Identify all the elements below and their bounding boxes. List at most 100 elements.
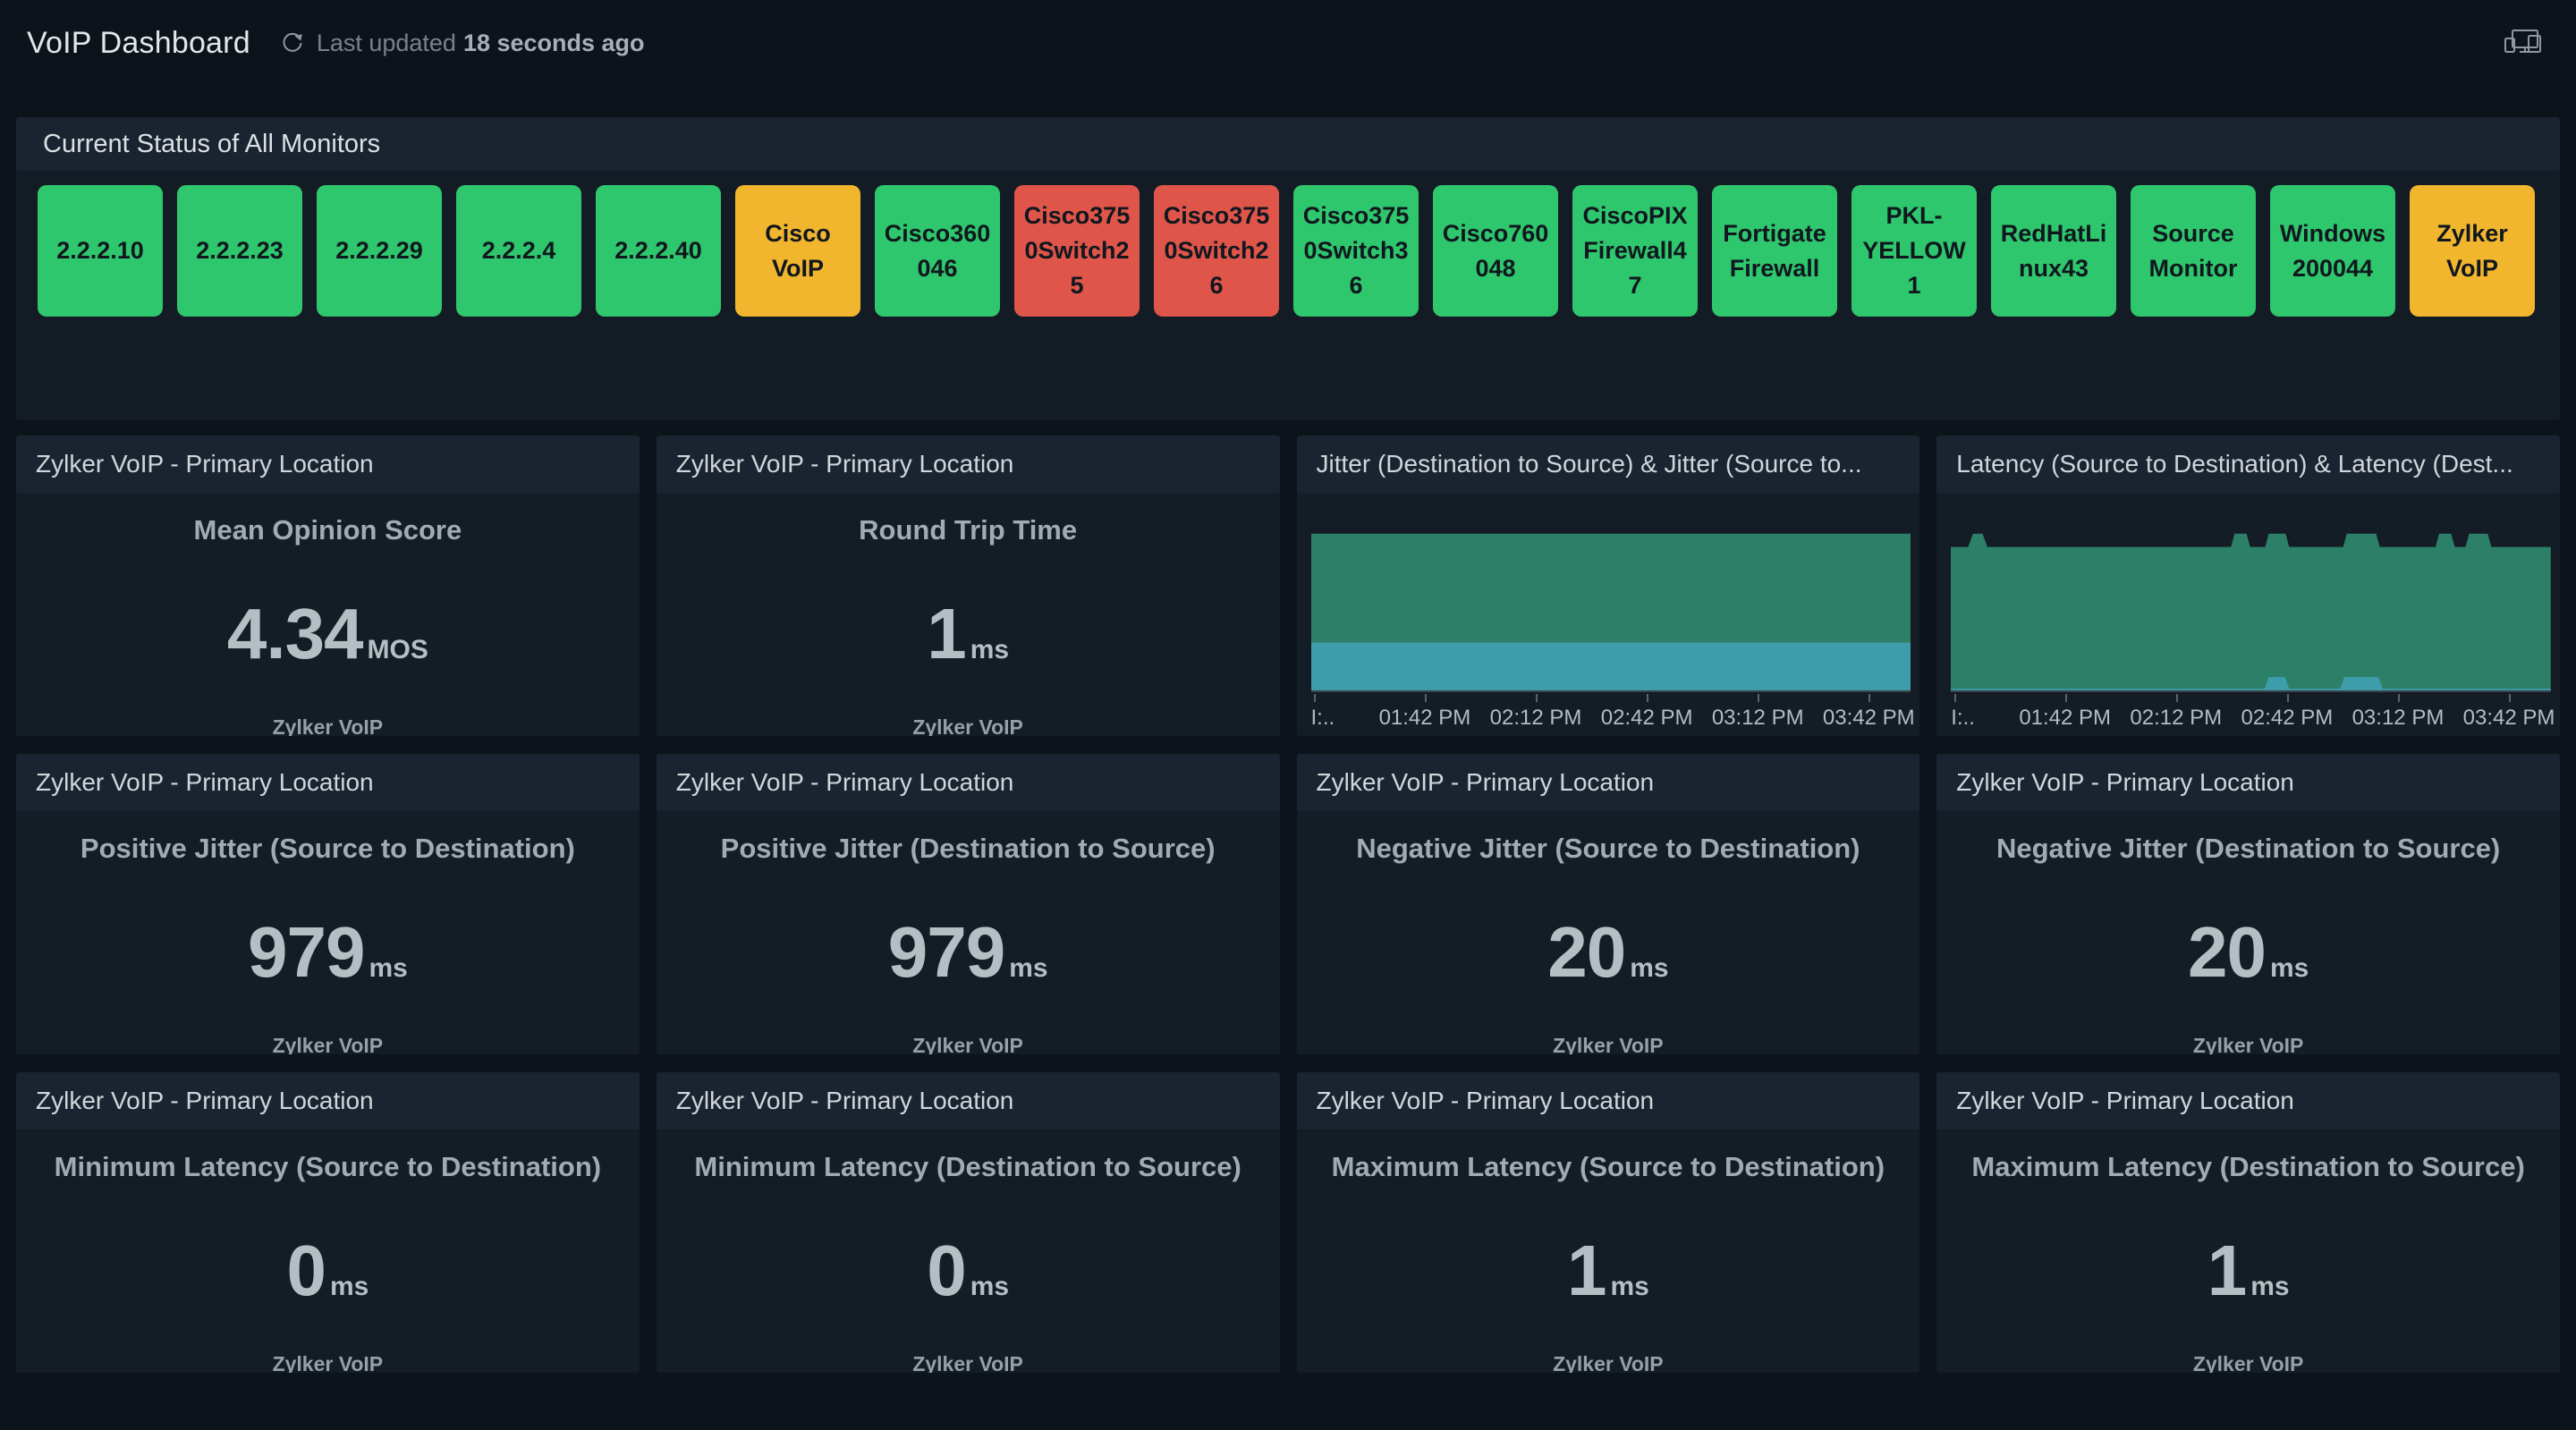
status-tile[interactable]: Cisco VoIP — [735, 185, 860, 317]
metric-value: 20 ms — [1936, 917, 2560, 988]
metric-value: 979 ms — [16, 917, 640, 988]
card-body: Positive Jitter (Source to Destination) … — [16, 833, 640, 1054]
panel-header: Current Status of All Monitors — [16, 117, 2560, 171]
card-round-trip-time: Zylker VoIP - Primary Location Round Tri… — [656, 436, 1280, 736]
x-axis: I:.. 01:42 PM 02:12 PM 02:42 PM 03:12 PM 03:4… — [1951, 694, 2555, 732]
metric-title: Minimum Latency (Destination to Source) — [694, 1151, 1241, 1182]
metric-unit: ms — [1630, 953, 1669, 983]
card-header: Zylker VoIP - Primary Location — [656, 1072, 1280, 1130]
display-view-button[interactable] — [2499, 23, 2549, 63]
card-max-latency-dst-src: Zylker VoIP - Primary Location Maximum L… — [1936, 1072, 2560, 1373]
area-series — [1951, 677, 2551, 690]
status-tile[interactable]: Cisco3750Switch36 — [1293, 185, 1419, 317]
status-tile[interactable]: Windows 200044 — [2270, 185, 2395, 317]
status-tile[interactable]: Source Monitor — [2131, 185, 2256, 317]
metric-title: Mean Opinion Score — [193, 514, 462, 546]
metric-number: 0 — [286, 1231, 326, 1310]
metric-footer-monitor: Zylker VoIP — [272, 1352, 384, 1373]
card-header: Zylker VoIP - Primary Location — [656, 754, 1280, 811]
card-body: Maximum Latency (Source to Destination) … — [1297, 1151, 1920, 1373]
card-body: Maximum Latency (Destination to Source) … — [1936, 1151, 2560, 1373]
card-body: Round Trip Time 1 ms Zylker VoIP — [657, 514, 1280, 736]
x-axis-label: I:.. — [1951, 706, 1975, 730]
metric-number: 1 — [2207, 1231, 2247, 1310]
x-axis: I:.. 01:42 PM 02:12 PM 02:42 PM 03:12 PM 03:4… — [1310, 694, 1915, 732]
card-body: I:.. 01:42 PM 02:12 PM 02:42 PM 03:12 PM 03:4… — [1936, 493, 2560, 736]
status-tile[interactable]: Zylker VoIP — [2410, 185, 2535, 317]
metric-unit: ms — [2269, 953, 2309, 983]
card-header: Latency (Source to Destination) & Latenc… — [1936, 436, 2560, 493]
metric-value: 979 ms — [657, 917, 1280, 988]
x-axis-tick — [1758, 694, 1760, 702]
status-tile[interactable]: 2.2.2.29 — [317, 185, 442, 317]
card-header: Zylker VoIP - Primary Location — [1936, 1072, 2560, 1130]
metric-title: Round Trip Time — [859, 514, 1078, 546]
x-axis-tick — [1868, 694, 1871, 702]
x-axis-tick — [1953, 694, 1956, 702]
metric-value: 1 ms — [1936, 1235, 2560, 1307]
latency-area-chart[interactable] — [1951, 500, 2551, 692]
last-updated: Last updated 18 seconds ago — [317, 30, 645, 57]
card-negative-jitter-dst-src: Zylker VoIP - Primary Location Negative … — [1936, 754, 2560, 1054]
card-body: Negative Jitter (Source to Destination) … — [1297, 833, 1920, 1054]
status-tile[interactable]: Cisco360046 — [875, 185, 1000, 317]
metric-unit: MOS — [367, 635, 428, 664]
card-max-latency-src-dst: Zylker VoIP - Primary Location Maximum L… — [1296, 1072, 1920, 1373]
jitter-area-chart[interactable] — [1310, 500, 1911, 692]
metric-unit: ms — [970, 635, 1010, 664]
status-tile[interactable]: Cisco3750Switch25 — [1014, 185, 1140, 317]
status-tile[interactable]: Fortigate Firewall — [1712, 185, 1837, 317]
status-tiles: 2.2.2.10 2.2.2.23 2.2.2.29 2.2.2.4 2.2.2.40 C… — [16, 171, 2560, 329]
card-header: Zylker VoIP - Primary Location — [656, 436, 1280, 493]
status-tile[interactable]: 2.2.2.23 — [177, 185, 302, 317]
metric-number: 979 — [247, 912, 365, 992]
dashboard-grid: Zylker VoIP - Primary Location Mean Opin… — [16, 436, 2560, 1373]
x-axis-tick — [2175, 694, 2178, 702]
metric-unit: ms — [970, 1272, 1010, 1301]
metric-title: Negative Jitter (Source to Destination) — [1356, 833, 1860, 864]
status-tile[interactable]: RedHatLinux43 — [1991, 185, 2116, 317]
panel-title: Current Status of All Monitors — [43, 129, 381, 158]
status-tile[interactable]: CiscoPIX Firewall47 — [1572, 185, 1698, 317]
x-axis-label: 01:42 PM — [2019, 706, 2112, 730]
x-axis-tick — [2397, 694, 2400, 702]
metric-number: 1 — [1566, 1231, 1606, 1310]
status-tile[interactable]: Cisco760048 — [1433, 185, 1558, 317]
card-jitter-chart: Jitter (Destination to Source) & Jitter … — [1296, 436, 1920, 736]
x-axis-label: 03:12 PM — [2351, 706, 2445, 730]
metric-number: 979 — [887, 912, 1005, 992]
last-updated-value: 18 seconds ago — [462, 29, 645, 56]
metric-footer-monitor: Zylker VoIP — [272, 715, 384, 736]
x-axis-label: 03:42 PM — [2462, 706, 2555, 730]
metric-value: 1 ms — [657, 598, 1280, 670]
metric-footer-monitor: Zylker VoIP — [912, 1034, 1023, 1054]
card-min-latency-dst-src: Zylker VoIP - Primary Location Minimum L… — [656, 1072, 1280, 1373]
display-devices-icon — [2504, 30, 2541, 53]
metric-value: 0 ms — [16, 1235, 640, 1307]
status-tile[interactable]: Cisco3750Switch26 — [1154, 185, 1279, 317]
status-tile[interactable]: 2.2.2.40 — [596, 185, 721, 317]
x-axis-tick — [2286, 694, 2289, 702]
x-axis-tick — [1536, 694, 1538, 702]
x-axis-label: I:.. — [1310, 706, 1335, 730]
metric-number: 20 — [2187, 912, 2267, 992]
metric-footer-monitor: Zylker VoIP — [1553, 1352, 1664, 1373]
x-axis-label: 02:12 PM — [2130, 706, 2223, 730]
x-axis-label: 03:42 PM — [1822, 706, 1915, 730]
x-axis-label: 02:42 PM — [2241, 706, 2334, 730]
metric-title: Maximum Latency (Destination to Source) — [1971, 1151, 2525, 1182]
status-tile[interactable]: PKL-YELLOW1 — [1852, 185, 1977, 317]
metric-value: 0 ms — [657, 1235, 1280, 1307]
x-axis-tick — [1424, 694, 1427, 702]
status-tile[interactable]: 2.2.2.10 — [38, 185, 163, 317]
metric-footer-monitor: Zylker VoIP — [1553, 1034, 1664, 1054]
metric-title: Maximum Latency (Source to Destination) — [1331, 1151, 1885, 1182]
metric-footer-monitor: Zylker VoIP — [2192, 1352, 2304, 1373]
refresh-button[interactable] — [277, 28, 308, 58]
card-header: Zylker VoIP - Primary Location — [1296, 1072, 1920, 1130]
status-tile[interactable]: 2.2.2.4 — [456, 185, 581, 317]
card-body: I:.. 01:42 PM 02:12 PM 02:42 PM 03:12 PM 03:4… — [1297, 493, 1920, 736]
metric-value: 4.34 MOS — [16, 598, 640, 670]
last-updated-prefix: Last updated — [316, 29, 456, 56]
card-positive-jitter-src-dst: Zylker VoIP - Primary Location Positive … — [16, 754, 640, 1054]
